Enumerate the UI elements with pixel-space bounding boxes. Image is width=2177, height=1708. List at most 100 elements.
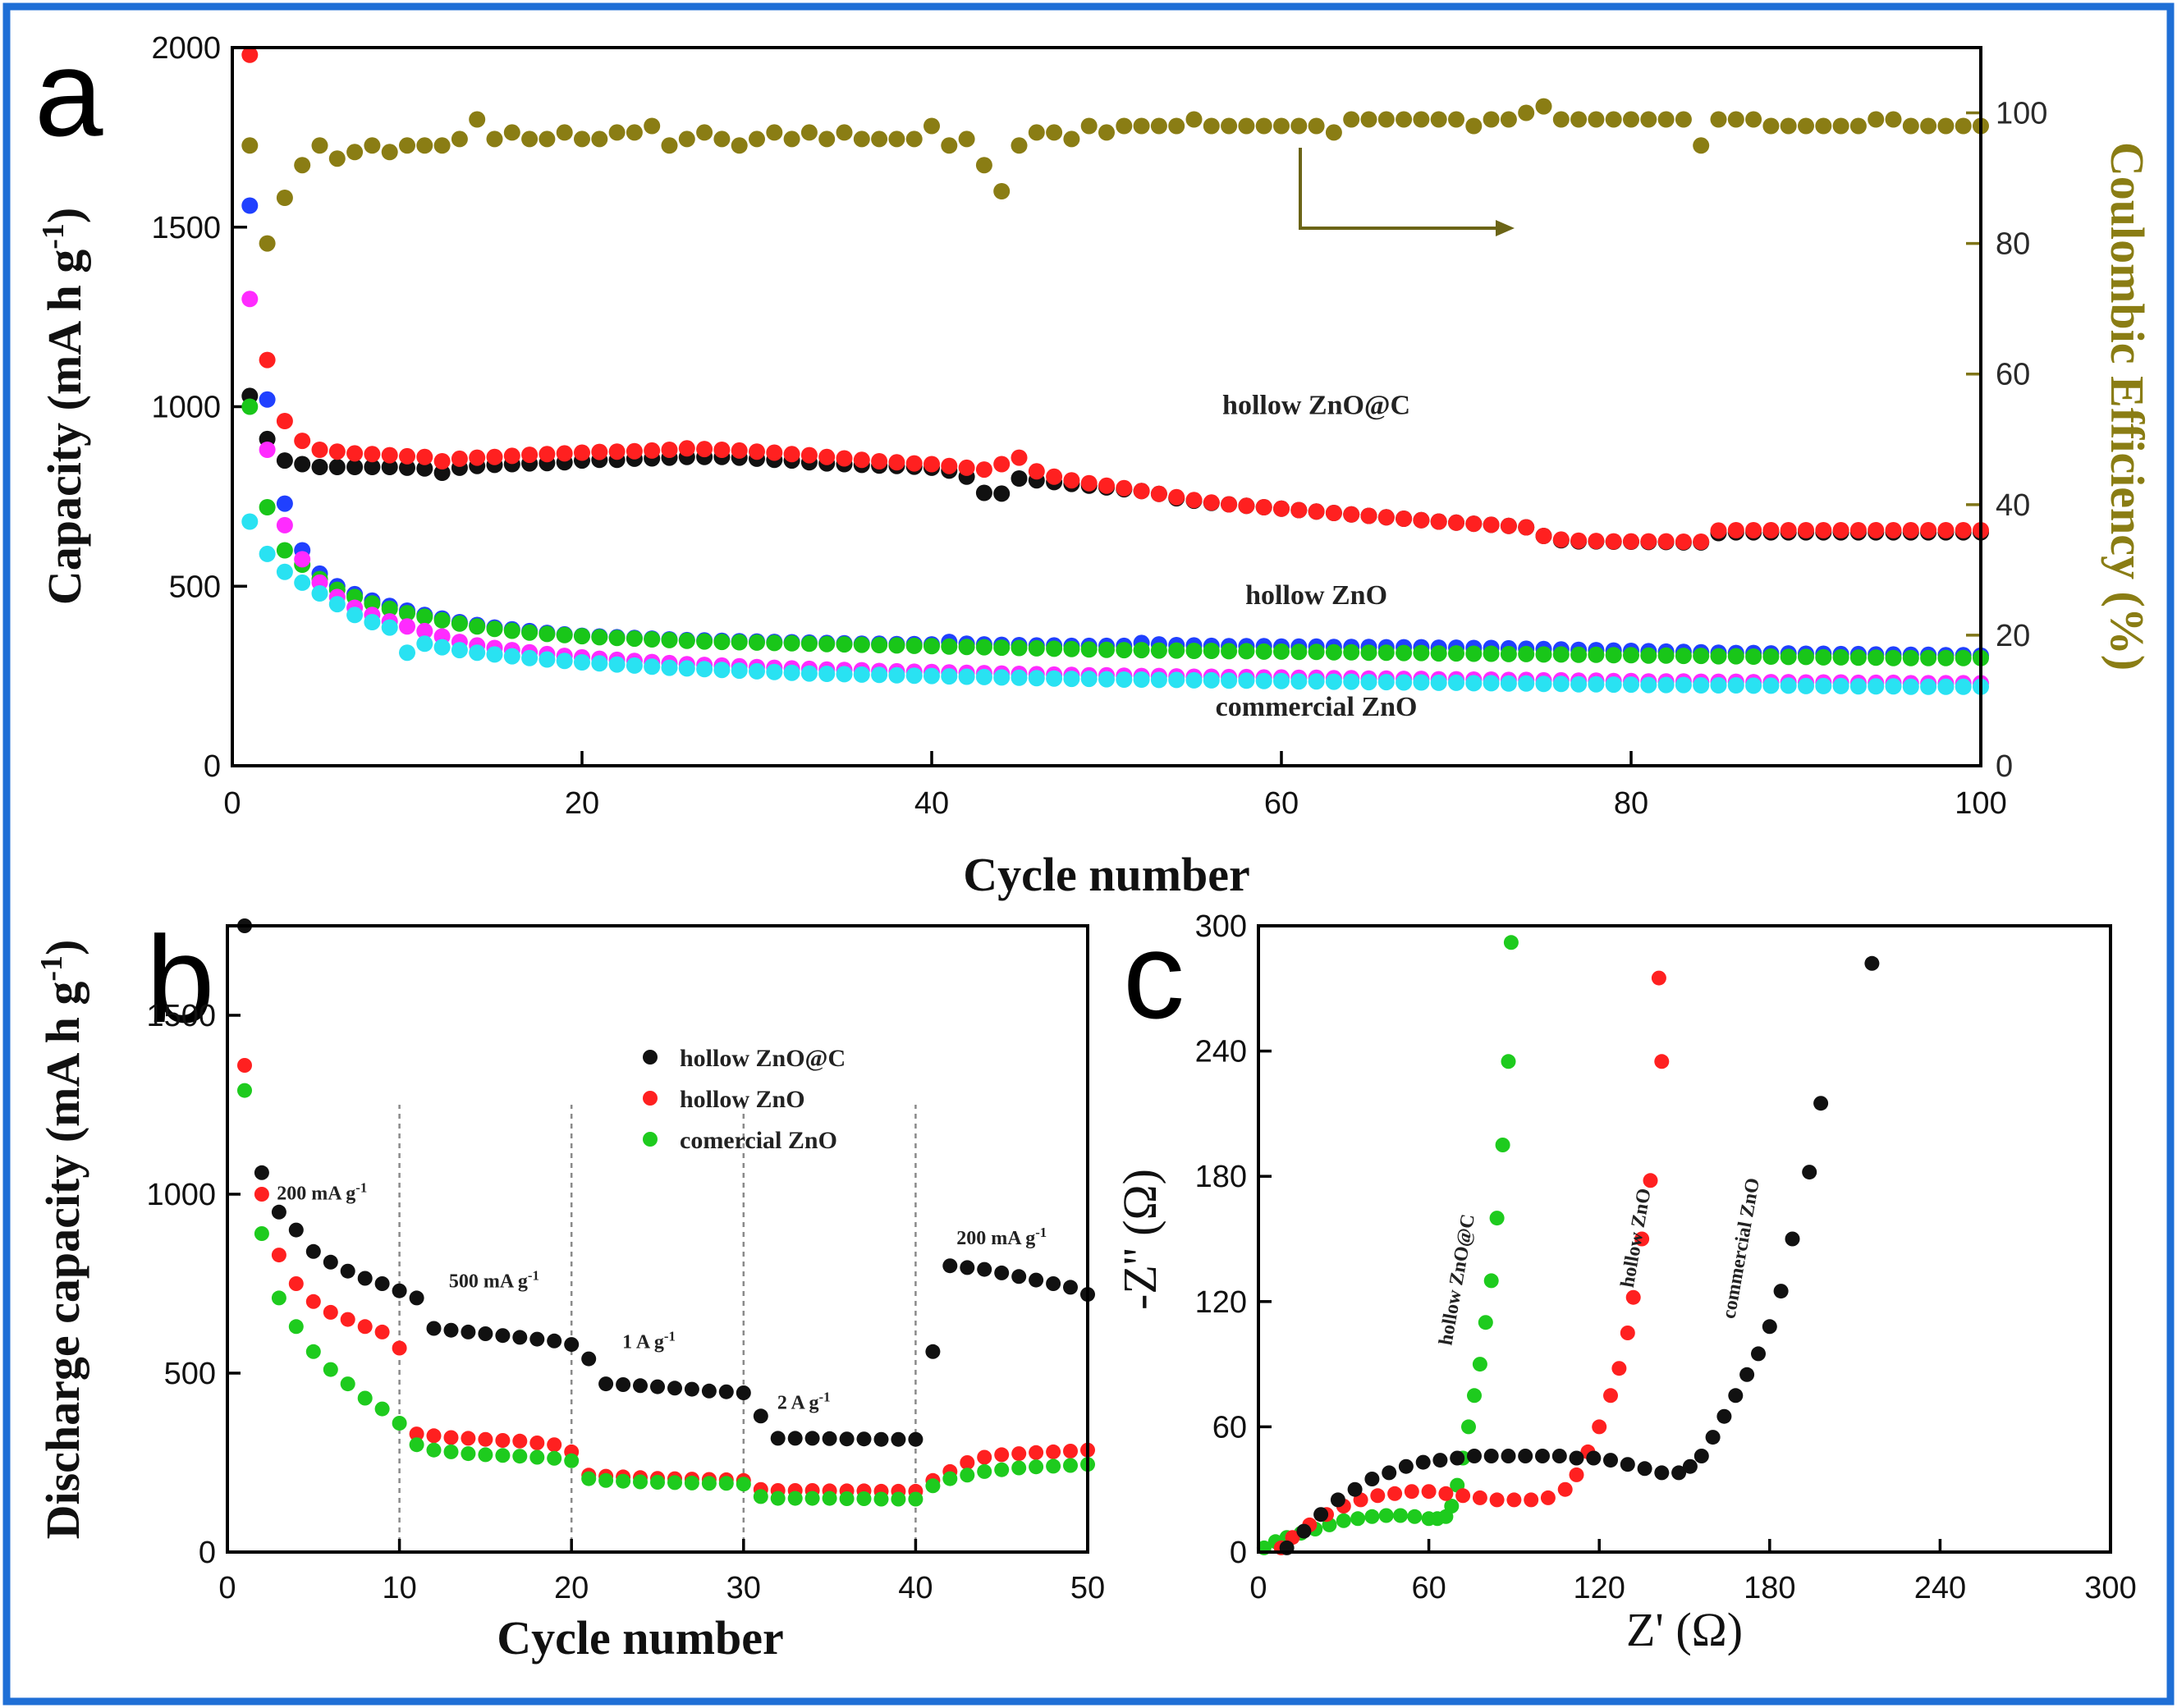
- panel-a-point: [1518, 675, 1535, 692]
- panel-a-point: [1849, 522, 1867, 538]
- panel-a-point: [1552, 111, 1570, 128]
- panel-a-point: [433, 639, 451, 656]
- panel-c-xtick-label: 300: [2084, 1571, 2136, 1605]
- panel-b-point: [787, 1431, 803, 1446]
- panel-b-point: [254, 1226, 269, 1241]
- panel-a-point: [1955, 649, 1972, 666]
- panel-a-point: [1675, 676, 1692, 694]
- panel-c-point: [1478, 1315, 1493, 1330]
- panel-a-series-2: [241, 46, 1989, 550]
- panel-b-point: [254, 1165, 269, 1180]
- panel-b-ytick-label: 500: [164, 1357, 216, 1391]
- panel-a-point: [905, 637, 923, 654]
- panel-a-series-5: [241, 291, 1989, 692]
- panel-a-point: [381, 600, 398, 617]
- panel-b-point: [684, 1475, 699, 1490]
- panel-b-xlabel: Cycle number: [497, 1611, 784, 1664]
- panel-c-point: [1364, 1509, 1380, 1524]
- panel-b-point: [495, 1328, 511, 1344]
- panel-c-series-2: [1279, 955, 1880, 1555]
- panel-a-point: [539, 131, 556, 148]
- panel-b-letter: b: [146, 910, 214, 1048]
- panel-c-point: [1569, 1450, 1584, 1466]
- panel-a-point: [1430, 674, 1447, 691]
- panel-a-point: [958, 639, 975, 656]
- panel-c-point: [1350, 1511, 1366, 1527]
- panel-a-point: [1046, 670, 1063, 687]
- panel-b-point: [1063, 1444, 1078, 1458]
- ce-axis-arrow: [1299, 148, 1510, 230]
- panel-c-point: [1728, 1388, 1744, 1403]
- panel-a-point: [556, 124, 573, 141]
- panel-a-point: [1413, 511, 1430, 529]
- panel-b-point: [409, 1426, 424, 1442]
- panel-a-point: [975, 461, 992, 479]
- panel-a-point: [853, 636, 870, 653]
- panel-a-point: [1080, 474, 1098, 492]
- panel-c-point: [1682, 1458, 1698, 1474]
- panel-b-rate-label: 200 mA g-1: [277, 1179, 367, 1205]
- panel-a-point: [1413, 674, 1430, 691]
- panel-a-ytick-label: 0: [204, 749, 221, 784]
- panel-c-point: [1540, 1490, 1556, 1505]
- panel-a-point: [294, 574, 311, 591]
- panel-b-point: [891, 1431, 906, 1447]
- panel-a-ytick-label: 1500: [151, 211, 221, 245]
- panel-a-point: [608, 124, 626, 141]
- panel-b-point: [443, 1444, 459, 1459]
- panel-a-point: [818, 666, 836, 682]
- panel-a-point: [1255, 117, 1272, 135]
- panel-a-point: [800, 635, 818, 653]
- panel-b-point: [873, 1431, 889, 1447]
- panel-c-point: [1535, 1449, 1550, 1463]
- panel-c-ytick-label: 300: [1195, 909, 1247, 944]
- panel-a-point: [1360, 111, 1377, 128]
- panel-b-series-0: [237, 918, 1095, 1447]
- panel-c-axes: 0 60 120 180 240 300 0 60 120 180 240 300: [1195, 909, 2137, 1605]
- panel-a-ytick-label: 1000: [151, 391, 221, 425]
- panel-a-point: [924, 667, 940, 685]
- panel-a-point: [975, 484, 992, 501]
- panel-a-point: [1308, 117, 1325, 135]
- panel-c-annotation: hollow ZnO: [1617, 1187, 1656, 1289]
- panel-a-point: [1798, 117, 1814, 135]
- panel-a-point: [1413, 111, 1430, 128]
- panel-a-point: [696, 124, 713, 141]
- panel-b-point: [616, 1473, 631, 1489]
- panel-a-point: [871, 453, 888, 469]
- panel-a-point: [783, 131, 800, 148]
- panel-a-point: [1762, 677, 1780, 694]
- panel-a-point: [399, 644, 415, 662]
- panel-c-point: [1421, 1484, 1437, 1500]
- panel-a-point: [1377, 111, 1395, 128]
- panel-a-point: [678, 632, 695, 649]
- panel-a-point: [1080, 641, 1098, 658]
- panel-a-point: [1483, 516, 1500, 533]
- panel-a-point: [1203, 671, 1220, 689]
- panel-a-point: [1238, 643, 1255, 660]
- panel-a-point: [416, 460, 433, 477]
- panel-b-point: [305, 1294, 321, 1309]
- panel-a-point: [1832, 117, 1849, 135]
- panel-b-point: [271, 1248, 286, 1263]
- panel-b-point: [804, 1490, 820, 1506]
- panel-a-point: [1396, 674, 1413, 691]
- panel-a-point: [1168, 488, 1185, 506]
- panel-b-point: [237, 1083, 252, 1098]
- panel-c-xtick-label: 60: [1411, 1571, 1446, 1605]
- panel-a-point: [1203, 643, 1220, 659]
- panel-b-rate-label: 200 mA g-1: [956, 1225, 1047, 1250]
- panel-c-point: [1461, 1419, 1476, 1435]
- panel-b-point: [357, 1390, 373, 1406]
- panel-c-point: [1398, 1458, 1414, 1474]
- panel-a-point: [1483, 111, 1500, 128]
- panel-a-yrtick-label: 40: [1996, 488, 2030, 523]
- panel-a-point: [1745, 677, 1762, 694]
- panel-a-point: [678, 440, 695, 457]
- panel-b-point: [891, 1491, 906, 1507]
- panel-c-xtick-label: 240: [1914, 1571, 1966, 1605]
- panel-a-point: [539, 651, 556, 668]
- panel-c-annotation: commercial ZnO: [1718, 1176, 1764, 1320]
- panel-a-point: [1780, 117, 1797, 135]
